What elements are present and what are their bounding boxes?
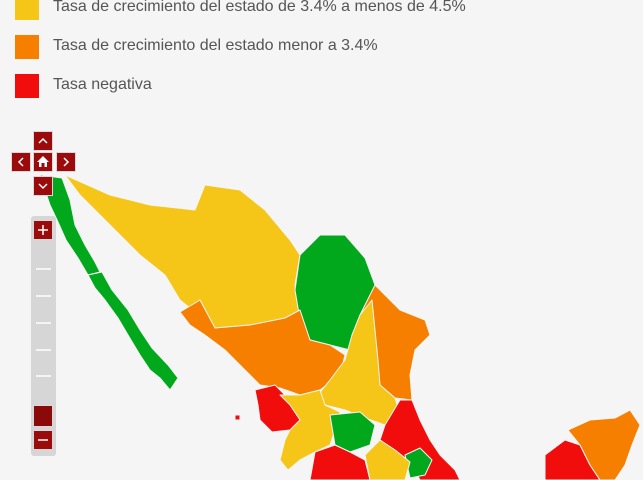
pan-left-button[interactable] — [11, 152, 31, 172]
region — [87, 271, 179, 391]
pan-right-button[interactable] — [56, 152, 76, 172]
region — [234, 414, 241, 421]
region — [404, 447, 433, 479]
legend-label: Tasa de crecimiento del estado de 3.4% a… — [53, 0, 466, 15]
region — [364, 439, 411, 480]
icon — [17, 157, 24, 167]
icon — [38, 225, 48, 235]
region — [309, 444, 371, 480]
region — [567, 409, 641, 480]
region — [279, 389, 341, 471]
legend-swatch — [15, 0, 39, 20]
home-button[interactable] — [33, 152, 53, 172]
icon — [63, 157, 70, 167]
legend-swatch — [15, 35, 39, 59]
zoom-handle[interactable] — [33, 405, 53, 427]
zoom-out-button[interactable] — [33, 430, 53, 450]
slider-ticks — [36, 268, 51, 377]
icon — [37, 156, 49, 167]
icon — [38, 137, 48, 144]
pan-up-button[interactable] — [33, 131, 53, 151]
legend-label: Tasa de crecimiento del estado menor a 3… — [53, 37, 378, 54]
zoom-in-button[interactable] — [33, 220, 53, 240]
region — [64, 174, 301, 329]
pan-down-button[interactable] — [33, 176, 53, 196]
legend-swatch — [15, 74, 39, 98]
icon — [38, 439, 48, 441]
icon — [38, 183, 48, 190]
legend-label: Tasa negativa — [53, 76, 152, 93]
